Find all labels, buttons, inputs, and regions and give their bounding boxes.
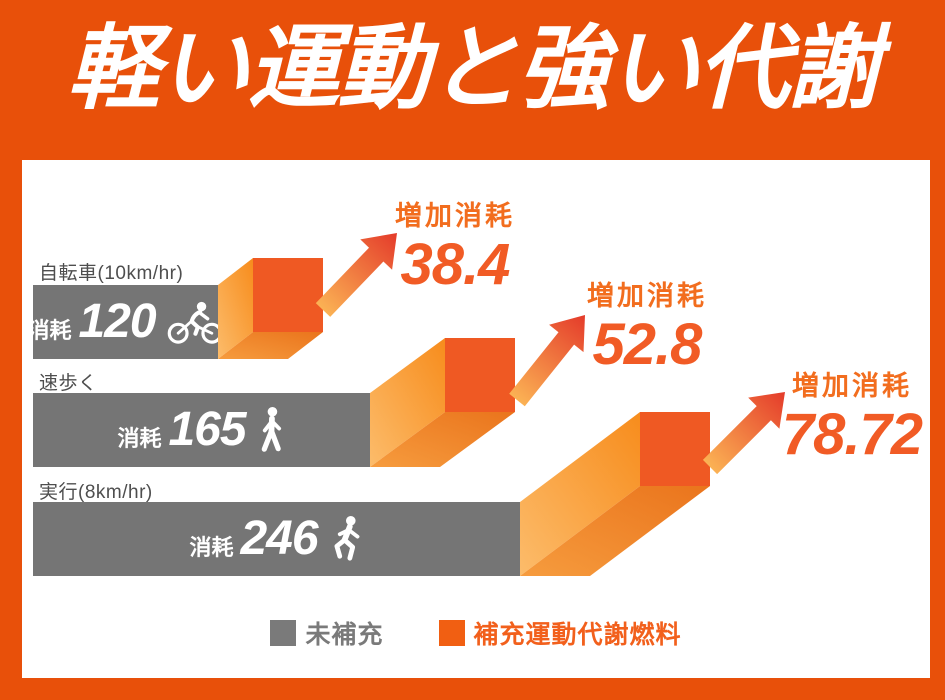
runner-icon	[334, 516, 359, 561]
bar-run: 消耗 246	[33, 502, 520, 576]
legend-label-refilled: 補充運動代謝燃料	[473, 621, 682, 649]
increase-annotation-3: 増加消耗 78.72	[781, 364, 923, 467]
increase-label: 増加消耗	[587, 281, 707, 311]
increase-arrow-icon-1	[315, 233, 397, 317]
increase-value: 38.4	[400, 232, 511, 297]
increase-label: 増加消耗	[395, 201, 515, 231]
increase-arrow-icon-3	[702, 392, 785, 475]
beam-3d-extrusion-2	[370, 338, 515, 467]
consume-value: 165	[168, 403, 246, 456]
consume-value: 246	[240, 512, 318, 565]
legend: 未補充 補充運動代謝燃料	[22, 615, 930, 651]
bar-label-bicycle: 自転車(10km/hr)	[39, 263, 184, 284]
increase-annotation-1: 増加消耗 38.4	[395, 194, 515, 294]
consume-label: 消耗	[117, 426, 162, 451]
bar-label-run: 実行(8km/hr)	[39, 482, 153, 503]
consume-label: 消耗	[33, 318, 72, 343]
increase-value: 78.72	[781, 402, 923, 467]
legend-label-unrefilled: 未補充	[305, 621, 384, 649]
legend-item-unrefilled: 未補充	[270, 615, 383, 651]
legend-swatch-unrefilled	[270, 620, 297, 646]
legend-item-refilled: 補充運動代謝燃料	[438, 615, 682, 651]
consume-value: 120	[78, 295, 156, 348]
beam-3d-extrusion-1	[218, 258, 323, 359]
walker-icon	[261, 407, 281, 452]
legend-swatch-refilled	[438, 620, 465, 646]
bar-walk: 消耗 165	[33, 393, 370, 467]
increase-label: 増加消耗	[792, 371, 912, 401]
bar-label-walk: 速歩く	[39, 373, 98, 394]
increase-arrow-icon-2	[509, 315, 585, 407]
beam-3d-extrusion-3	[520, 412, 710, 576]
page-title: 軽い運動と強い代謝	[67, 18, 879, 120]
increase-annotation-2: 増加消耗 52.8	[587, 274, 707, 374]
consume-label: 消耗	[189, 535, 234, 560]
increase-value: 52.8	[592, 312, 703, 377]
cyclist-icon	[167, 301, 218, 344]
chart-panel: 自転車(10km/hr) 消耗 120 増加消耗 38.4 速歩く 消耗 165	[22, 160, 930, 678]
bar-bicycle: 消耗 120	[33, 285, 218, 359]
